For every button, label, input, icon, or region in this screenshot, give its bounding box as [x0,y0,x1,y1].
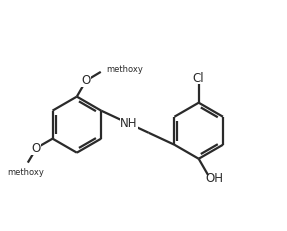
Text: O: O [82,74,91,87]
Text: O: O [32,142,41,155]
Text: methoxy: methoxy [7,168,44,177]
Text: methoxy: methoxy [106,65,143,74]
Text: OH: OH [205,172,223,185]
Text: Cl: Cl [193,72,205,85]
Text: NH: NH [120,117,138,130]
